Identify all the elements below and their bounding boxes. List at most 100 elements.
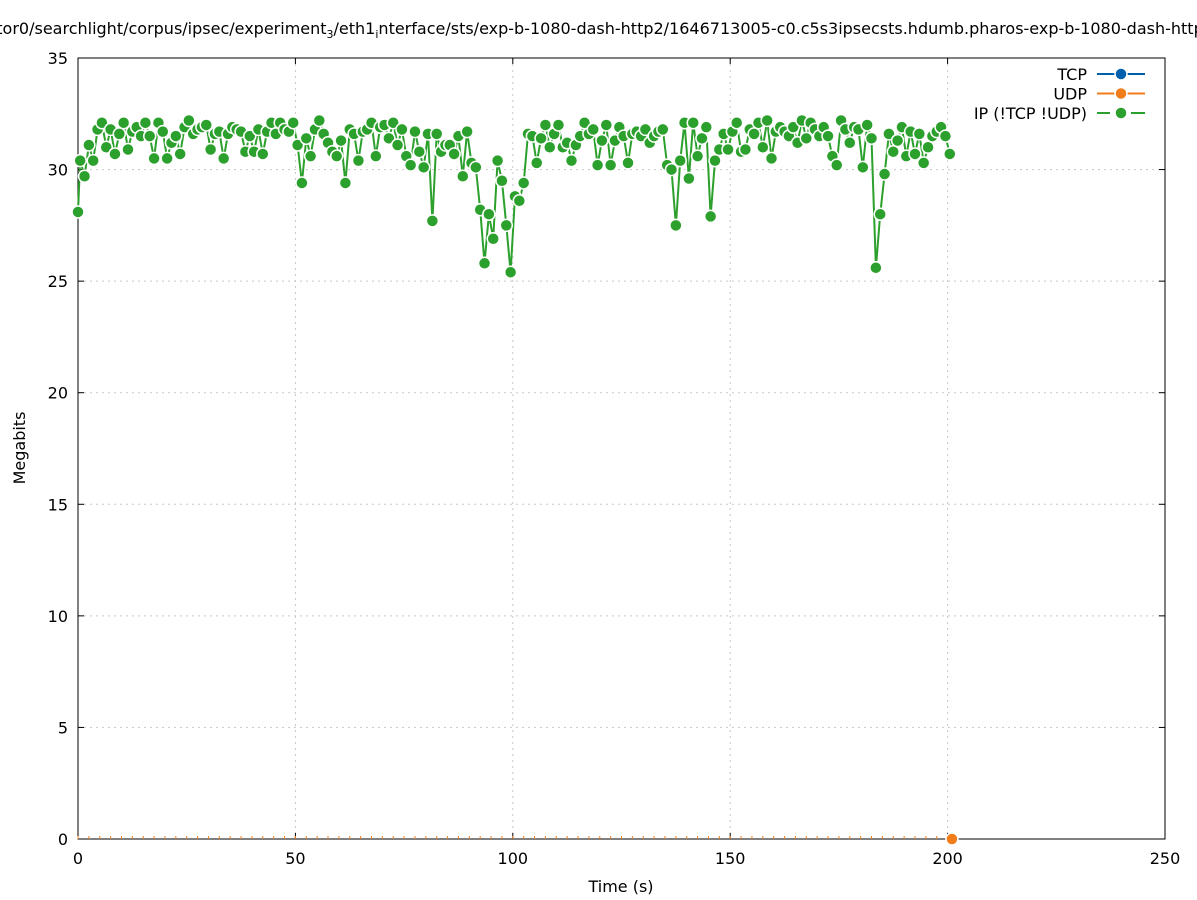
legend-label-udp: UDP: [1053, 85, 1087, 104]
y-axis-label: Megabits: [10, 412, 29, 485]
ip-data-point: [586, 122, 600, 137]
udp-data-point: [945, 832, 959, 846]
ip-data-point: [821, 129, 835, 143]
ip-data-point: [699, 120, 714, 134]
ip-data-point: [564, 153, 579, 168]
y-tick-label: 0: [58, 830, 68, 849]
ip-data-point: [95, 115, 109, 130]
ip-data-point: [369, 149, 383, 163]
ip-data-point: [695, 131, 709, 146]
ip-data-point: [116, 115, 131, 130]
ip-data-point: [703, 209, 718, 224]
ip-data-point: [456, 169, 470, 184]
ip-data-point: [686, 115, 700, 130]
legend-label-ip: IP (!TCP !UDP): [974, 104, 1087, 123]
series-layer: [71, 113, 959, 846]
ip-data-point: [408, 124, 422, 139]
ip-data-point: [286, 115, 300, 130]
ip-data-point: [786, 120, 800, 134]
ip-data-point: [921, 140, 935, 155]
ip-data-point: [603, 158, 618, 172]
ip-data-point: [882, 127, 896, 141]
x-tick-label: 0: [73, 849, 83, 868]
ip-data-point: [908, 147, 922, 161]
ip-data-point: [290, 138, 305, 152]
ip-data-point: [512, 194, 527, 208]
ip-data-point: [82, 138, 96, 152]
ip-data-point: [856, 160, 870, 175]
ip-data-point: [912, 127, 927, 141]
ip-data-point: [938, 129, 953, 143]
ip-data-point: [829, 158, 844, 172]
ip-data-point: [799, 131, 814, 146]
ip-data-point: [490, 153, 505, 168]
ip-data-point: [843, 136, 857, 150]
ip-data-point: [764, 151, 779, 166]
x-axis-label: Time (s): [587, 877, 653, 896]
ip-data-point: [664, 162, 679, 177]
ip-data-point: [412, 144, 427, 159]
y-tick-label: 15: [48, 495, 68, 514]
ip-data-point: [503, 265, 518, 279]
ip-data-point: [595, 133, 609, 148]
ip-data-point: [721, 142, 735, 157]
ip-data-point: [338, 176, 353, 190]
ip-data-point: [656, 122, 670, 137]
ip-data-point: [73, 153, 87, 168]
ip-data-point: [486, 231, 500, 246]
ip-data-point: [621, 156, 635, 170]
legend-marker-udp: [1114, 86, 1128, 101]
ip-data-point: [495, 173, 509, 188]
x-tick-label: 200: [932, 849, 963, 868]
legend-marker-ip: [1114, 106, 1128, 120]
ip-data-point: [425, 214, 440, 228]
ip-data-point: [169, 129, 183, 143]
ip-data-point: [156, 124, 170, 139]
ip-data-point: [543, 140, 557, 155]
ip-data-point: [708, 153, 722, 168]
ip-data-point: [182, 113, 196, 128]
x-tick-label: 250: [1150, 849, 1181, 868]
plot-frame: [77, 57, 1166, 840]
x-tick-label: 50: [285, 849, 305, 868]
ip-data-point: [382, 131, 396, 146]
ip-data-point: [351, 153, 366, 168]
ip-data-point: [690, 149, 705, 163]
ip-data-point: [173, 147, 187, 161]
ip-data-point: [312, 113, 327, 128]
y-tick-label: 25: [48, 272, 68, 291]
ip-data-point: [416, 160, 431, 175]
ip-data-point: [873, 207, 887, 221]
y-tick-label: 5: [58, 718, 68, 737]
ip-data-point: [386, 115, 400, 130]
ip-data-point: [71, 205, 85, 219]
ip-data-point: [77, 169, 92, 184]
y-tick-label: 10: [48, 607, 68, 626]
ip-data-point: [886, 144, 900, 159]
ip-data-point: [334, 133, 348, 148]
ip-data-point: [860, 118, 874, 132]
ip-data-point: [590, 158, 605, 172]
ip-data-point: [729, 115, 744, 130]
ip-data-point: [638, 122, 653, 137]
ip-data-point: [864, 131, 879, 146]
ip-data-point: [469, 160, 483, 175]
ip-data-point: [390, 138, 405, 152]
grid-lines: [78, 58, 1165, 839]
ip-data-point: [669, 218, 683, 233]
ip-data-point: [147, 151, 161, 166]
ip-data-point: [599, 118, 614, 132]
ip-data-point: [99, 140, 114, 155]
ip-data-point: [869, 261, 883, 275]
ip-series-line: [77, 116, 951, 273]
x-tick-label: 150: [715, 849, 746, 868]
y-tick-label: 20: [48, 384, 68, 403]
ip-data-point: [516, 176, 531, 190]
x-tick-label: 100: [498, 849, 529, 868]
ip-data-point: [242, 129, 257, 143]
ip-data-point: [429, 127, 444, 141]
ip-data-point: [86, 153, 100, 168]
ip-data-point: [682, 171, 696, 186]
